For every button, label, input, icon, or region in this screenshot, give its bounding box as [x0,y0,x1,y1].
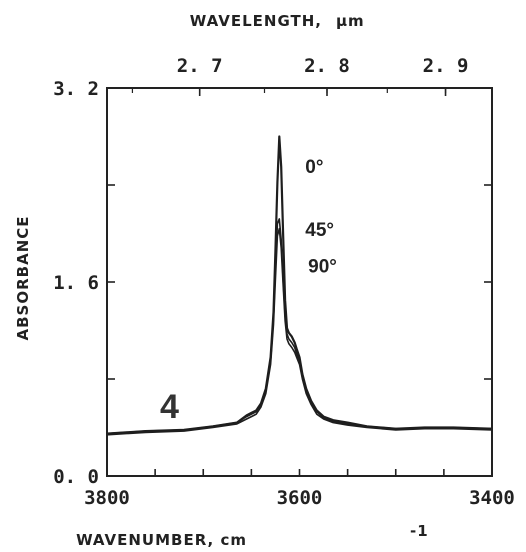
y-axis-title: ABSORBANCE [14,216,32,341]
plot-frame [106,87,493,477]
series-annotation-1: 45° [305,220,334,241]
top-axis-unit: μm [336,12,365,30]
series-line-0deg [106,135,493,435]
top-tick-label: 2. 9 [423,55,469,77]
x-tick-label: 3600 [277,487,323,509]
series-annotation-0: 0° [305,157,323,178]
panel-label: 4 [160,388,179,426]
series-line-90deg [106,227,493,436]
y-tick-label: 1. 6 [53,272,99,294]
y-tick-label: 0. 0 [53,466,99,488]
x-axis-title: WAVENUMBER, cm [76,531,247,549]
y-tick-label: 3. 2 [53,78,99,100]
x-tick-label: 3800 [84,487,130,509]
labels-layer: 3800 3600 3400 0. 0 1. 6 3. 2 2. 7 2. 8 2. 9 0° 45… [53,55,515,509]
x-tick-label: 3400 [469,487,515,509]
top-axis-title: WAVELENGTH, [190,12,322,30]
top-tick-label: 2. 8 [304,55,350,77]
series-annotation-2: 90° [308,256,337,277]
x-axis-title-unit-superscript: -1 [410,522,429,540]
series-layer [106,135,493,436]
top-tick-label: 2. 7 [177,55,223,77]
